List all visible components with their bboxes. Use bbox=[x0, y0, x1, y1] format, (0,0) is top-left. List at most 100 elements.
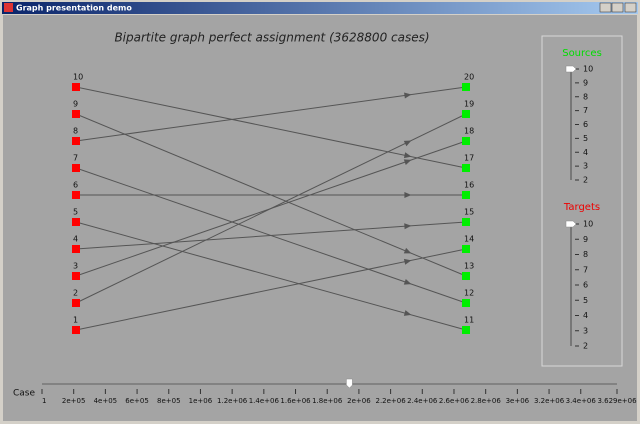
target-label: 12 bbox=[464, 289, 474, 298]
slider-tick-label: 3.629e+06 bbox=[597, 397, 637, 405]
slider-tick-label: 1e+06 bbox=[189, 397, 213, 405]
slider-tick-label: 3 bbox=[583, 162, 588, 171]
source-node[interactable] bbox=[72, 245, 80, 253]
edge-arrow bbox=[403, 310, 412, 316]
close-button[interactable] bbox=[624, 2, 637, 13]
slider-tick-label: 2 bbox=[583, 342, 588, 351]
target-node[interactable] bbox=[462, 326, 470, 334]
slider-tick-label: 2.6e+06 bbox=[439, 397, 470, 405]
target-node[interactable] bbox=[462, 245, 470, 253]
slider-tick-label: 3e+06 bbox=[506, 397, 530, 405]
slider-tick-label: 10 bbox=[583, 65, 593, 74]
edge-arrow bbox=[404, 92, 412, 99]
slider-label: Targets bbox=[563, 202, 600, 213]
slider-thumb[interactable] bbox=[565, 220, 577, 228]
target-label: 17 bbox=[464, 154, 474, 163]
target-node[interactable] bbox=[462, 299, 470, 307]
edge bbox=[75, 86, 467, 169]
source-label: 7 bbox=[73, 154, 78, 163]
slider-tick-label: 8 bbox=[583, 250, 588, 259]
slider-tick-label: 2.2e+06 bbox=[375, 397, 406, 405]
edge bbox=[75, 113, 467, 277]
source-node[interactable] bbox=[72, 218, 80, 226]
source-node[interactable] bbox=[72, 137, 80, 145]
target-node[interactable] bbox=[462, 83, 470, 91]
slider-thumb[interactable] bbox=[565, 65, 577, 73]
edge bbox=[75, 140, 467, 277]
slider-tick-label: 10 bbox=[583, 220, 593, 229]
slider-tick-label: 9 bbox=[583, 78, 588, 87]
source-label: 8 bbox=[73, 127, 78, 136]
slider-tick-label: 4 bbox=[583, 311, 588, 320]
source-label: 9 bbox=[73, 100, 78, 109]
edge-arrow bbox=[403, 152, 412, 159]
source-node[interactable] bbox=[72, 110, 80, 118]
slider-tick-label: 1.8e+06 bbox=[312, 397, 343, 405]
target-label: 20 bbox=[464, 73, 474, 82]
source-label: 4 bbox=[73, 235, 78, 244]
slider-tick-label: 1.4e+06 bbox=[249, 397, 280, 405]
slider-tick-label: 5 bbox=[583, 134, 588, 143]
source-node[interactable] bbox=[72, 299, 80, 307]
source-label: 2 bbox=[73, 289, 78, 298]
edge bbox=[75, 167, 467, 304]
slider-label: Case bbox=[13, 389, 35, 399]
target-node[interactable] bbox=[462, 110, 470, 118]
slider-tick-label: 1.6e+06 bbox=[280, 397, 311, 405]
target-node[interactable] bbox=[462, 164, 470, 172]
target-node[interactable] bbox=[462, 137, 470, 145]
slider-tick-label: 5 bbox=[583, 296, 588, 305]
slider-tick-label: 4 bbox=[583, 148, 588, 157]
source-label: 3 bbox=[73, 262, 78, 271]
slider-tick-label: 4e+05 bbox=[94, 397, 118, 405]
slider-tick-label: 7 bbox=[583, 106, 588, 115]
slider-tick-label: 8 bbox=[583, 92, 588, 101]
app-icon bbox=[4, 3, 13, 12]
source-label: 5 bbox=[73, 208, 78, 217]
slider-tick-label: 2e+06 bbox=[347, 397, 371, 405]
target-label: 19 bbox=[464, 100, 474, 109]
target-label: 18 bbox=[464, 127, 474, 136]
target-label: 11 bbox=[464, 316, 474, 325]
slider-label: Sources bbox=[562, 48, 602, 59]
slider-tick-label: 8e+05 bbox=[157, 397, 181, 405]
target-node[interactable] bbox=[462, 218, 470, 226]
slider-tick-label: 3.4e+06 bbox=[566, 397, 597, 405]
edge bbox=[75, 248, 467, 331]
edge bbox=[75, 221, 467, 331]
source-node[interactable] bbox=[72, 272, 80, 280]
source-label: 6 bbox=[73, 181, 78, 190]
target-node[interactable] bbox=[462, 191, 470, 199]
slider-tick-label: 7 bbox=[583, 265, 588, 274]
graph-title: Bipartite graph perfect assignment (3628… bbox=[114, 31, 429, 45]
target-label: 15 bbox=[464, 208, 474, 217]
target-label: 14 bbox=[464, 235, 474, 244]
source-label: 10 bbox=[73, 73, 83, 82]
slider-tick-label: 3 bbox=[583, 326, 588, 335]
edge-arrow bbox=[403, 258, 412, 265]
edge-arrow bbox=[403, 159, 412, 166]
slider-panel bbox=[541, 35, 623, 367]
slider-tick-label: 6 bbox=[583, 120, 588, 129]
slider-tick-label: 2e+05 bbox=[62, 397, 86, 405]
slider-tick-label: 3.2e+06 bbox=[534, 397, 565, 405]
maximize-button[interactable] bbox=[611, 2, 624, 13]
target-node[interactable] bbox=[462, 272, 470, 280]
source-node[interactable] bbox=[72, 83, 80, 91]
slider-tick-label: 1.2e+06 bbox=[217, 397, 248, 405]
minimize-button[interactable] bbox=[599, 2, 612, 13]
slider-tick-label: 2 bbox=[583, 176, 588, 185]
source-node[interactable] bbox=[72, 326, 80, 334]
source-node[interactable] bbox=[72, 164, 80, 172]
slider-tick-label: 9 bbox=[583, 235, 588, 244]
window-title: Graph presentation demo bbox=[16, 4, 132, 13]
edge-arrow bbox=[403, 278, 412, 285]
slider-tick-label: 1 bbox=[42, 397, 46, 405]
edge-arrow bbox=[403, 140, 412, 147]
edge-arrow bbox=[403, 247, 412, 254]
slider-thumb[interactable] bbox=[346, 378, 353, 389]
target-label: 13 bbox=[464, 262, 474, 271]
slider-tick-label: 2.4e+06 bbox=[407, 397, 438, 405]
source-node[interactable] bbox=[72, 191, 80, 199]
content-area bbox=[3, 15, 637, 421]
